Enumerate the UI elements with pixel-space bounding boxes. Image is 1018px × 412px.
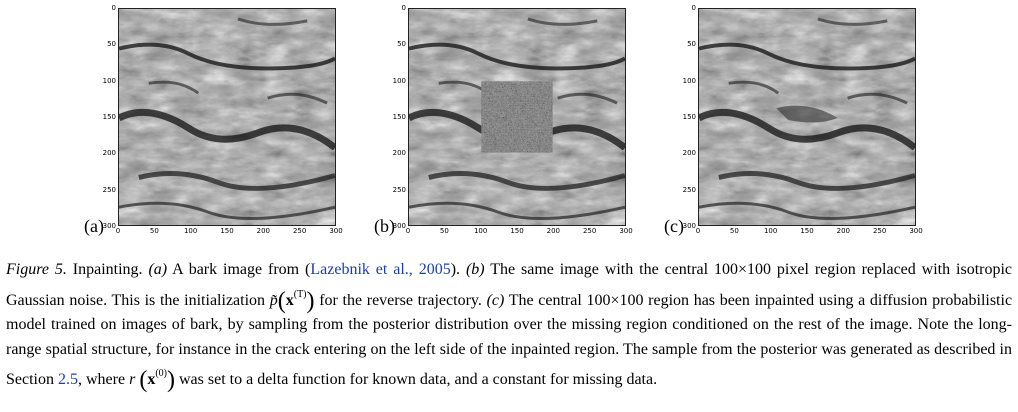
y-tick-label: 50: [687, 40, 696, 49]
y-tick-label: 200: [392, 149, 406, 158]
y-tick-label: 200: [102, 149, 116, 158]
y-tick-label: 200: [682, 149, 696, 158]
panel-c: (c) 0 50 100 150 200 250 300 0 50 100 150 200 250 300: [660, 0, 950, 240]
x-tick-label: 300: [329, 227, 343, 235]
panel-b: (b) 0 50 100 150 200 250 300 0 50 100 150 200 250 300: [370, 0, 660, 240]
bark-image-noise: [408, 8, 626, 226]
x-tick-label: 300: [909, 227, 923, 235]
caption-b-end: for the reverse trajectory.: [319, 291, 482, 309]
panel-label: (c): [664, 216, 684, 236]
y-tick-label: 0: [111, 4, 116, 12]
y-tick-label: 100: [682, 76, 696, 85]
x-tick-label: 100: [763, 227, 778, 235]
x-tick-label: 50: [729, 227, 739, 235]
x-tick-label: 0: [405, 227, 411, 235]
caption-c-end: was set to a delta function for known da…: [179, 371, 658, 388]
bark-texture: [119, 9, 335, 225]
y-tick-label: 300: [102, 222, 116, 230]
y-tick-label: 100: [102, 76, 116, 85]
x-tick-label: 0: [695, 227, 701, 235]
x-tick-label: 100: [183, 227, 198, 235]
x-tick-label: 300: [619, 227, 633, 235]
panel-label: (a): [84, 216, 104, 236]
caption-a-label: (a): [148, 261, 168, 278]
y-tick-label: 150: [102, 113, 116, 121]
caption-c-text2: , where: [78, 371, 126, 388]
x-tick-label: 150: [220, 227, 234, 235]
x-tick-label: 0: [115, 227, 121, 235]
y-tick-label: 50: [107, 40, 116, 49]
x-tick-label: 250: [582, 227, 597, 235]
x-tick-label: 250: [292, 227, 307, 235]
caption-title: Inpainting.: [72, 261, 143, 278]
caption-a-end: ).: [450, 261, 461, 278]
y-tick-label: 150: [392, 113, 406, 121]
bark-texture: [699, 9, 915, 225]
bark-image: [118, 8, 336, 226]
caption-a-text: A bark image from (: [172, 261, 311, 278]
citation-link[interactable]: Lazebnik et al., 2005: [310, 261, 451, 278]
panel-label: (b): [374, 216, 395, 236]
r-symbol: r: [129, 371, 136, 388]
bark-texture: [409, 9, 625, 225]
superscript-0: (0): [155, 368, 167, 379]
y-tick-label: 300: [682, 222, 696, 230]
y-tick-label: 300: [392, 222, 406, 230]
y-tick-label: 0: [401, 4, 406, 12]
figure-caption: Figure 5. Inpainting. (a) A bark image f…: [6, 258, 1012, 393]
section-link[interactable]: 2.5: [58, 371, 78, 388]
x-tick-label: 50: [439, 227, 449, 235]
p-tilde-expression: p̃(x(T)): [269, 287, 315, 314]
caption-b-text: The same image with the central 100×100 …: [6, 261, 1013, 309]
x-symbol: x: [285, 291, 294, 309]
y-tick-label: 150: [682, 113, 696, 121]
caption-c-text: The central 100×100 region has been inpa…: [6, 291, 1013, 389]
caption-b-label: (b): [465, 261, 485, 278]
y-tick-label: 250: [102, 185, 116, 194]
x-tick-label: 200: [546, 227, 561, 235]
x-symbol: x: [147, 371, 156, 388]
r-expression: r (x(0)): [129, 367, 175, 393]
gaussian-noise-region: [481, 81, 553, 153]
x-tick-label: 200: [256, 227, 271, 235]
x-tick-label: 250: [872, 227, 887, 235]
superscript-T: (T): [293, 288, 307, 300]
caption-c-label: (c): [486, 291, 505, 309]
y-tick-label: 50: [397, 40, 406, 49]
y-tick-label: 0: [691, 4, 696, 12]
inpainted-crack: [776, 105, 838, 123]
figure-label: Figure 5.: [6, 261, 67, 278]
y-tick-label: 250: [392, 185, 406, 194]
x-tick-label: 50: [149, 227, 159, 235]
x-tick-label: 150: [800, 227, 814, 235]
x-tick-label: 100: [473, 227, 488, 235]
panel-a: (a) 0 50 100 150 200 250 300 0 50 100 150 200 250 300: [80, 0, 370, 240]
x-tick-label: 200: [836, 227, 851, 235]
bark-image-inpainted: [698, 8, 916, 226]
p-tilde-symbol: p̃: [269, 291, 278, 309]
y-tick-label: 100: [392, 76, 406, 85]
x-tick-label: 150: [510, 227, 524, 235]
y-tick-label: 250: [682, 185, 696, 194]
